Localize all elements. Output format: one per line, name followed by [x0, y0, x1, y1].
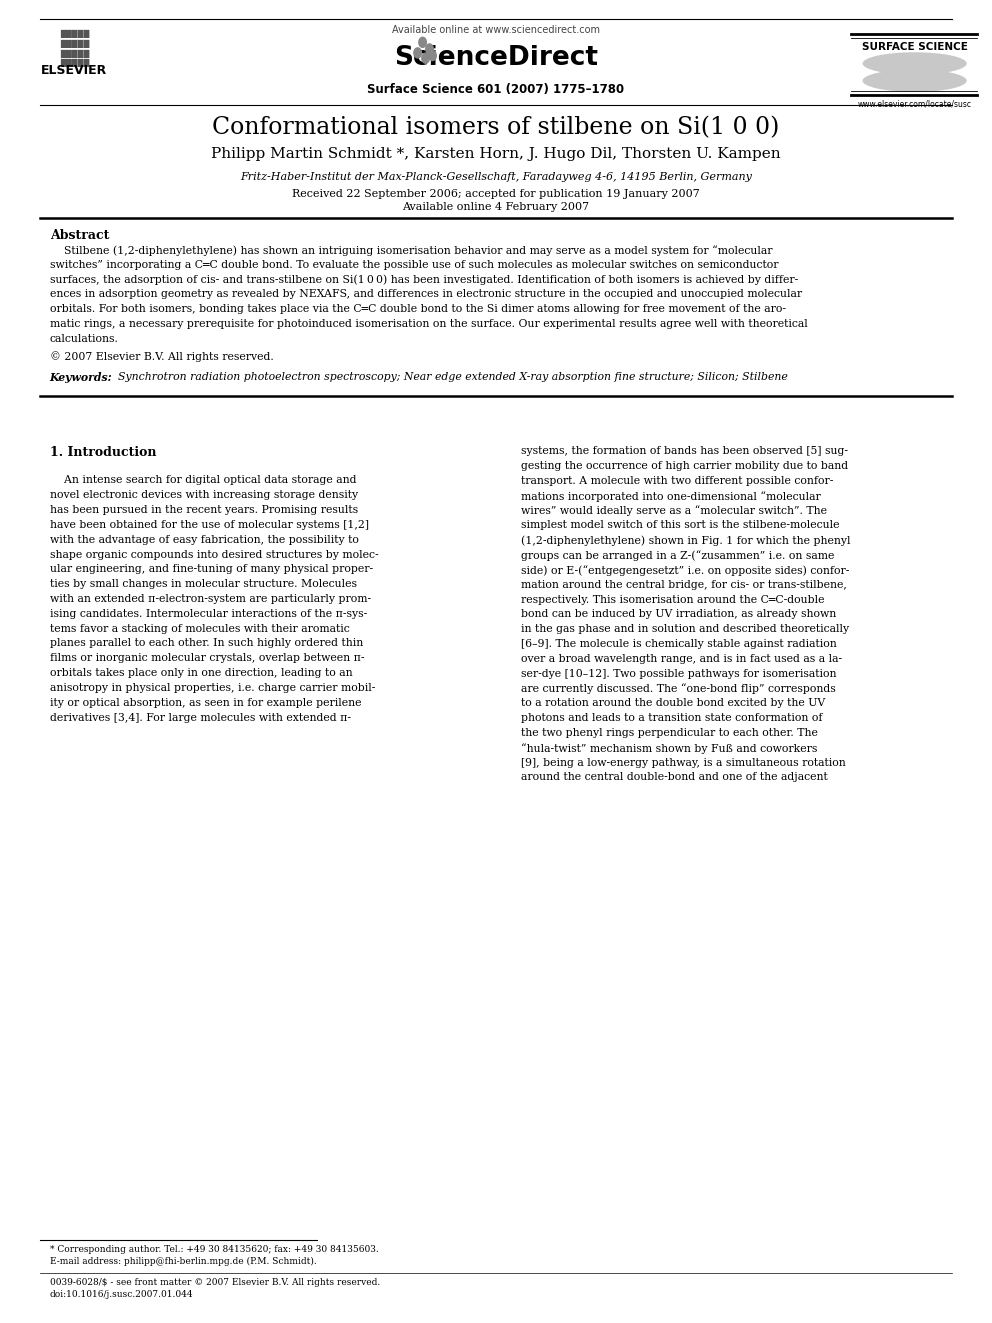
Text: 1. Introduction: 1. Introduction	[50, 446, 156, 459]
Text: around the central double-bond and one of the adjacent: around the central double-bond and one o…	[521, 773, 827, 782]
Text: Available online 4 February 2007: Available online 4 February 2007	[403, 202, 589, 213]
Text: ScienceDirect: ScienceDirect	[394, 45, 598, 71]
Text: * Corresponding author. Tel.: +49 30 84135620; fax: +49 30 84135603.: * Corresponding author. Tel.: +49 30 841…	[50, 1245, 378, 1254]
Text: have been obtained for the use of molecular systems [1,2]: have been obtained for the use of molecu…	[50, 520, 369, 531]
Text: with an extended π-electron-system are particularly prom-: with an extended π-electron-system are p…	[50, 594, 371, 605]
Text: groups can be arranged in a Z-(“zusammen” i.e. on same: groups can be arranged in a Z-(“zusammen…	[521, 550, 834, 561]
Text: orbitals takes place only in one direction, leading to an: orbitals takes place only in one directi…	[50, 668, 352, 679]
Text: ser-dye [10–12]. Two possible pathways for isomerisation: ser-dye [10–12]. Two possible pathways f…	[521, 668, 836, 679]
Text: Available online at www.sciencedirect.com: Available online at www.sciencedirect.co…	[392, 25, 600, 36]
Ellipse shape	[862, 69, 966, 91]
Text: Received 22 September 2006; accepted for publication 19 January 2007: Received 22 September 2006; accepted for…	[292, 189, 700, 200]
Text: tems favor a stacking of molecules with their aromatic: tems favor a stacking of molecules with …	[50, 623, 349, 634]
Text: bond can be induced by UV irradiation, as already shown: bond can be induced by UV irradiation, a…	[521, 610, 836, 619]
Text: transport. A molecule with two different possible confor-: transport. A molecule with two different…	[521, 476, 833, 486]
Text: photons and leads to a transition state conformation of: photons and leads to a transition state …	[521, 713, 822, 724]
Text: Surface Science 601 (2007) 1775–1780: Surface Science 601 (2007) 1775–1780	[367, 83, 625, 97]
Circle shape	[419, 37, 427, 48]
Text: gesting the occurrence of high carrier mobility due to band: gesting the occurrence of high carrier m…	[521, 462, 848, 471]
Text: “hula-twist” mechanism shown by Fuß and coworkers: “hula-twist” mechanism shown by Fuß and …	[521, 742, 817, 754]
Text: ties by small changes in molecular structure. Molecules: ties by small changes in molecular struc…	[50, 579, 356, 589]
Text: ences in adsorption geometry as revealed by NEXAFS, and differences in electroni: ences in adsorption geometry as revealed…	[50, 290, 802, 299]
Text: ising candidates. Intermolecular interactions of the π-sys-: ising candidates. Intermolecular interac…	[50, 609, 367, 619]
Text: www.elsevier.com/locate/susc: www.elsevier.com/locate/susc	[858, 99, 971, 108]
Text: Keywords:: Keywords:	[50, 372, 112, 384]
Text: matic rings, a necessary prerequisite for photoinduced isomerisation on the surf: matic rings, a necessary prerequisite fo…	[50, 319, 807, 329]
Text: ity or optical absorption, as seen in for example perilene: ity or optical absorption, as seen in fo…	[50, 697, 361, 708]
Text: Philipp Martin Schmidt *, Karsten Horn, J. Hugo Dil, Thorsten U. Kampen: Philipp Martin Schmidt *, Karsten Horn, …	[211, 147, 781, 161]
Text: to a rotation around the double bond excited by the UV: to a rotation around the double bond exc…	[521, 699, 825, 708]
Text: calculations.: calculations.	[50, 333, 118, 344]
Text: E-mail address: philipp@fhi-berlin.mpg.de (P.M. Schmidt).: E-mail address: philipp@fhi-berlin.mpg.d…	[50, 1257, 316, 1266]
Text: ELSEVIER: ELSEVIER	[42, 64, 107, 77]
Text: [6–9]. The molecule is chemically stable against radiation: [6–9]. The molecule is chemically stable…	[521, 639, 836, 650]
Text: ular engineering, and fine-tuning of many physical proper-: ular engineering, and fine-tuning of man…	[50, 565, 373, 574]
Text: Conformational isomers of stilbene on Si(1 0 0): Conformational isomers of stilbene on Si…	[212, 116, 780, 139]
Text: doi:10.1016/j.susc.2007.01.044: doi:10.1016/j.susc.2007.01.044	[50, 1290, 193, 1299]
Text: respectively. This isomerisation around the C═C-double: respectively. This isomerisation around …	[521, 594, 824, 605]
Text: Abstract: Abstract	[50, 229, 109, 242]
Text: mations incorporated into one-dimensional “molecular: mations incorporated into one-dimensiona…	[521, 491, 820, 501]
Text: derivatives [3,4]. For large molecules with extended π-: derivatives [3,4]. For large molecules w…	[50, 713, 350, 722]
Circle shape	[422, 53, 430, 64]
Text: in the gas phase and in solution and described theoretically: in the gas phase and in solution and des…	[521, 624, 849, 634]
Text: planes parallel to each other. In such highly ordered thin: planes parallel to each other. In such h…	[50, 639, 363, 648]
Circle shape	[429, 50, 436, 61]
Text: are currently discussed. The “one-bond flip” corresponds: are currently discussed. The “one-bond f…	[521, 684, 835, 695]
Text: wires” would ideally serve as a “molecular switch”. The: wires” would ideally serve as a “molecul…	[521, 505, 826, 516]
Text: simplest model switch of this sort is the stilbene-molecule: simplest model switch of this sort is th…	[521, 520, 839, 531]
Text: Synchrotron radiation photoelectron spectroscopy; Near edge extended X-ray absor: Synchrotron radiation photoelectron spec…	[111, 372, 788, 382]
Text: switches” incorporating a C═C double bond. To evaluate the possible use of such : switches” incorporating a C═C double bon…	[50, 259, 778, 270]
Text: █████
█████
█████
█████: █████ █████ █████ █████	[60, 29, 89, 67]
Text: side) or E-(“entgegengesetzt” i.e. on opposite sides) confor-: side) or E-(“entgegengesetzt” i.e. on op…	[521, 565, 849, 576]
Text: over a broad wavelength range, and is in fact used as a la-: over a broad wavelength range, and is in…	[521, 654, 842, 664]
Text: films or inorganic molecular crystals, overlap between π-: films or inorganic molecular crystals, o…	[50, 654, 364, 663]
Text: has been pursued in the recent years. Promising results: has been pursued in the recent years. Pr…	[50, 505, 358, 515]
Text: An intense search for digital optical data storage and: An intense search for digital optical da…	[50, 475, 356, 486]
Text: systems, the formation of bands has been observed [5] sug-: systems, the formation of bands has been…	[521, 446, 848, 456]
Text: Fritz-Haber-Institut der Max-Planck-Gesellschaft, Faradayweg 4-6, 14195 Berlin, : Fritz-Haber-Institut der Max-Planck-Gese…	[240, 172, 752, 183]
Text: Stilbene (1,2-diphenylethylene) has shown an intriguing isomerisation behavior a: Stilbene (1,2-diphenylethylene) has show…	[50, 245, 772, 255]
Circle shape	[426, 44, 434, 54]
Text: the two phenyl rings perpendicular to each other. The: the two phenyl rings perpendicular to ea…	[521, 728, 817, 738]
Circle shape	[414, 48, 422, 58]
Text: orbitals. For both isomers, bonding takes place via the C═C double bond to the S: orbitals. For both isomers, bonding take…	[50, 304, 786, 314]
Text: [9], being a low-energy pathway, is a simultaneous rotation: [9], being a low-energy pathway, is a si…	[521, 758, 845, 767]
Text: SURFACE SCIENCE: SURFACE SCIENCE	[862, 42, 967, 53]
Text: novel electronic devices with increasing storage density: novel electronic devices with increasing…	[50, 491, 358, 500]
Text: anisotropy in physical properties, i.e. charge carrier mobil-: anisotropy in physical properties, i.e. …	[50, 683, 375, 693]
Text: 0039-6028/$ - see front matter © 2007 Elsevier B.V. All rights reserved.: 0039-6028/$ - see front matter © 2007 El…	[50, 1278, 380, 1287]
Text: shape organic compounds into desired structures by molec-: shape organic compounds into desired str…	[50, 549, 378, 560]
Text: surfaces, the adsorption of cis- and trans-stilbene on Si(1 0 0) has been invest: surfaces, the adsorption of cis- and tra…	[50, 274, 798, 284]
Text: (1,2-diphenylethylene) shown in Fig. 1 for which the phenyl: (1,2-diphenylethylene) shown in Fig. 1 f…	[521, 536, 850, 546]
Text: © 2007 Elsevier B.V. All rights reserved.: © 2007 Elsevier B.V. All rights reserved…	[50, 351, 274, 363]
Text: mation around the central bridge, for cis- or trans-stilbene,: mation around the central bridge, for ci…	[521, 579, 847, 590]
Ellipse shape	[862, 53, 966, 75]
Text: with the advantage of easy fabrication, the possibility to: with the advantage of easy fabrication, …	[50, 534, 358, 545]
